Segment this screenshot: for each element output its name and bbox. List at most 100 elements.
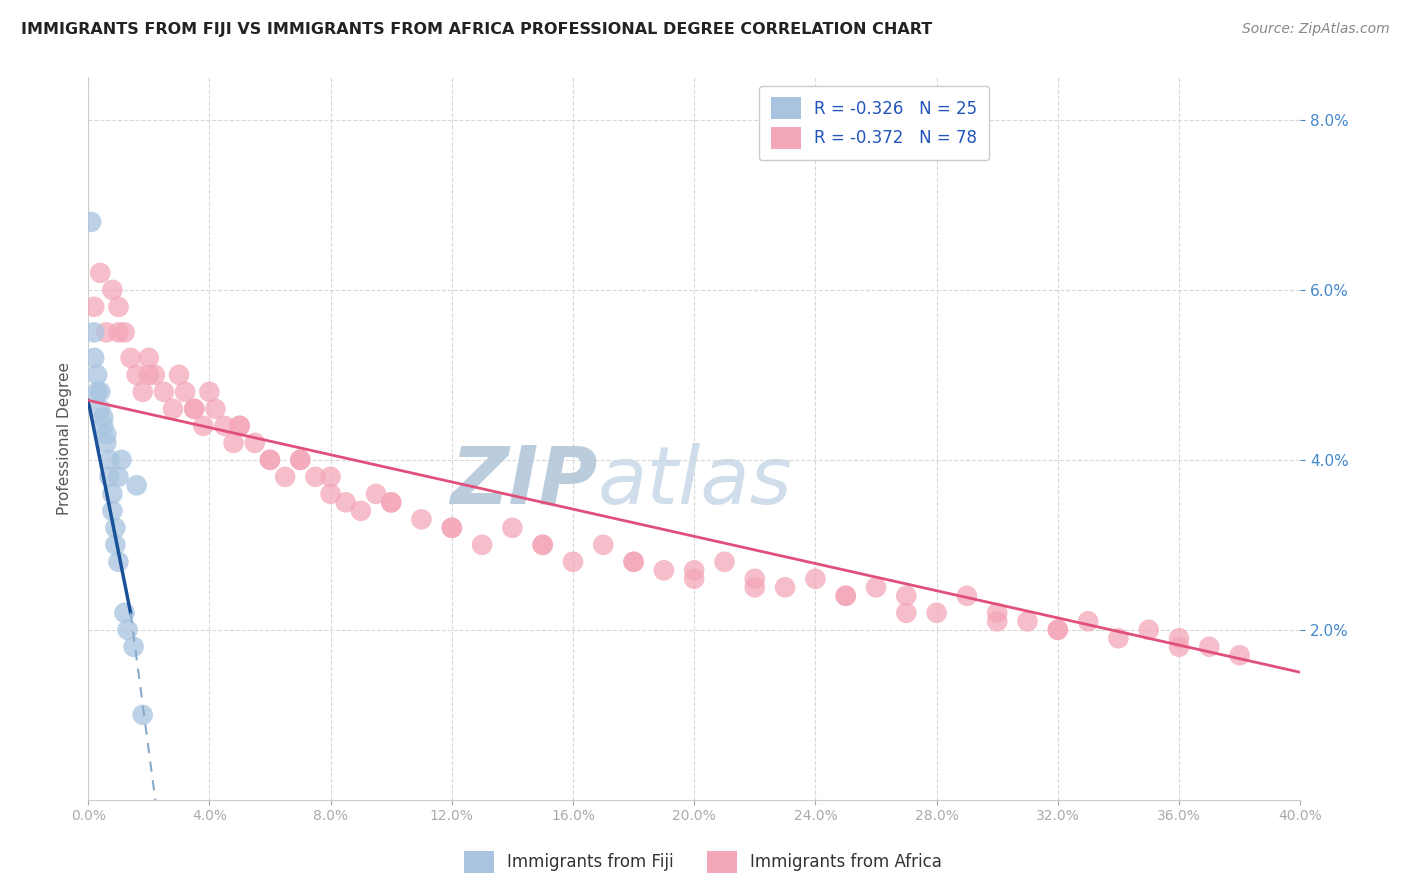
Point [204,401,226,416]
Point [110,453,132,467]
Point [86,384,108,399]
Legend: Immigrants from Fiji, Immigrants from Africa: Immigrants from Fiji, Immigrants from Af… [457,845,949,880]
Point [80,215,103,229]
Point [228,418,250,433]
Point [83,326,105,340]
Point [104,538,127,552]
Point [89,384,111,399]
Point [143,368,166,382]
Point [683,563,706,577]
Point [1198,640,1220,654]
Point [101,487,124,501]
Point [86,368,108,382]
Point [956,589,979,603]
Point [471,538,494,552]
Point [98,453,121,467]
Point [131,707,153,722]
Point [107,470,129,484]
Point [744,572,766,586]
Point [153,384,176,399]
Text: IMMIGRANTS FROM FIJI VS IMMIGRANTS FROM AFRICA PROFESSIONAL DEGREE CORRELATION C: IMMIGRANTS FROM FIJI VS IMMIGRANTS FROM … [21,22,932,37]
Point [592,538,614,552]
Point [183,401,205,416]
Point [623,555,645,569]
Point [91,418,114,433]
Point [364,487,387,501]
Point [162,401,184,416]
Point [1046,623,1069,637]
Point [1168,632,1191,646]
Point [131,384,153,399]
Point [380,495,402,509]
Point [96,427,118,442]
Point [1137,623,1160,637]
Point [290,453,312,467]
Point [91,410,114,425]
Point [120,351,142,365]
Point [319,487,342,501]
Point [1077,615,1099,629]
Point [83,300,105,314]
Point [183,401,205,416]
Point [1229,648,1251,663]
Legend: R = -0.326   N = 25, R = -0.372   N = 78: R = -0.326 N = 25, R = -0.372 N = 78 [759,86,988,161]
Point [304,470,326,484]
Point [925,606,948,620]
Point [834,589,856,603]
Point [138,351,160,365]
Point [167,368,190,382]
Point [1168,640,1191,654]
Text: Source: ZipAtlas.com: Source: ZipAtlas.com [1241,22,1389,37]
Point [259,453,281,467]
Point [125,478,148,492]
Y-axis label: Professional Degree: Professional Degree [58,362,72,515]
Point [101,283,124,297]
Point [562,555,585,569]
Point [89,401,111,416]
Point [896,606,918,620]
Point [804,572,827,586]
Point [98,470,121,484]
Point [440,521,463,535]
Point [114,326,136,340]
Point [107,555,129,569]
Point [531,538,554,552]
Point [83,351,105,365]
Point [652,563,675,577]
Point [986,615,1008,629]
Point [198,384,221,399]
Point [122,640,145,654]
Point [335,495,357,509]
Point [101,504,124,518]
Point [174,384,197,399]
Point [228,418,250,433]
Point [865,580,887,594]
Point [222,435,245,450]
Point [986,606,1008,620]
Point [350,504,373,518]
Point [1046,623,1069,637]
Point [117,623,139,637]
Point [290,453,312,467]
Point [623,555,645,569]
Point [89,266,111,280]
Point [259,453,281,467]
Point [214,418,236,433]
Point [744,580,766,594]
Point [773,580,796,594]
Point [440,521,463,535]
Point [193,418,215,433]
Point [1017,615,1039,629]
Point [896,589,918,603]
Point [411,512,433,526]
Point [501,521,523,535]
Point [243,435,266,450]
Text: atlas: atlas [598,443,792,521]
Point [96,435,118,450]
Point [107,326,129,340]
Point [114,606,136,620]
Point [1107,632,1129,646]
Point [107,300,129,314]
Point [138,368,160,382]
Text: ZIP: ZIP [450,443,598,521]
